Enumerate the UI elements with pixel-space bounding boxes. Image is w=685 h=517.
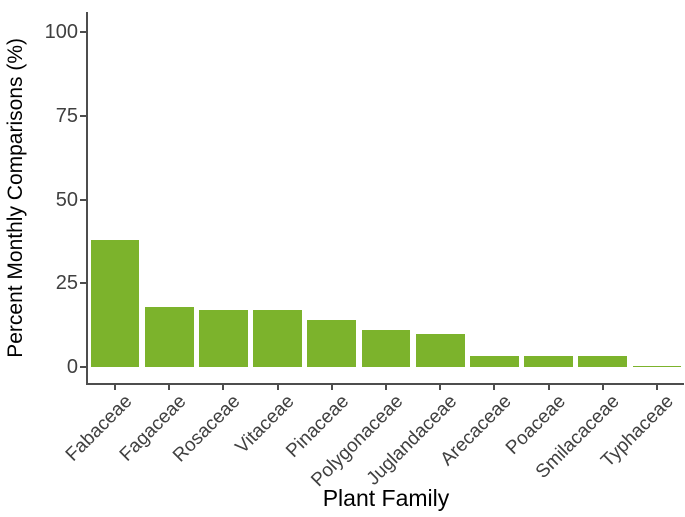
y-tick-label: 75 xyxy=(55,104,78,127)
y-tick-label: 100 xyxy=(44,20,78,43)
y-tick-label: 25 xyxy=(55,272,78,295)
bar-juglandaceae xyxy=(415,333,465,368)
bar-arecaceae xyxy=(469,356,519,368)
bar-polygonaceae xyxy=(361,330,411,368)
plot-panel xyxy=(88,12,684,383)
x-tick-mark xyxy=(276,385,279,390)
bar-typhaceae xyxy=(632,365,682,368)
y-axis-line xyxy=(86,12,88,385)
x-tick-mark xyxy=(222,385,225,390)
x-tick-mark xyxy=(655,385,658,390)
bar-fagaceae xyxy=(144,306,194,368)
bar-poaceae xyxy=(524,356,573,368)
bar-vitaceae xyxy=(253,310,302,368)
bar-rosaceae xyxy=(199,310,248,368)
y-tick-mark xyxy=(80,282,86,285)
x-axis-title: Plant Family xyxy=(322,485,450,511)
bar-smilacaceae xyxy=(578,355,628,368)
y-tick-mark xyxy=(80,114,86,117)
x-tick-mark xyxy=(493,385,496,390)
x-tick-mark xyxy=(330,385,333,390)
x-axis-line xyxy=(86,383,684,385)
bar-fabaceae xyxy=(90,239,140,368)
x-tick-mark xyxy=(547,385,550,390)
y-tick-label: 50 xyxy=(55,188,78,211)
y-tick-mark xyxy=(80,198,86,201)
x-tick-mark xyxy=(114,385,117,390)
x-tick-mark xyxy=(439,385,442,390)
x-tick-mark xyxy=(601,385,604,390)
y-tick-mark xyxy=(80,30,86,33)
bar-pinaceae xyxy=(307,320,357,368)
x-tick-mark xyxy=(385,385,387,390)
y-tick-label: 0 xyxy=(66,356,78,379)
y-tick-mark xyxy=(80,366,86,369)
x-tick-mark xyxy=(168,385,171,390)
